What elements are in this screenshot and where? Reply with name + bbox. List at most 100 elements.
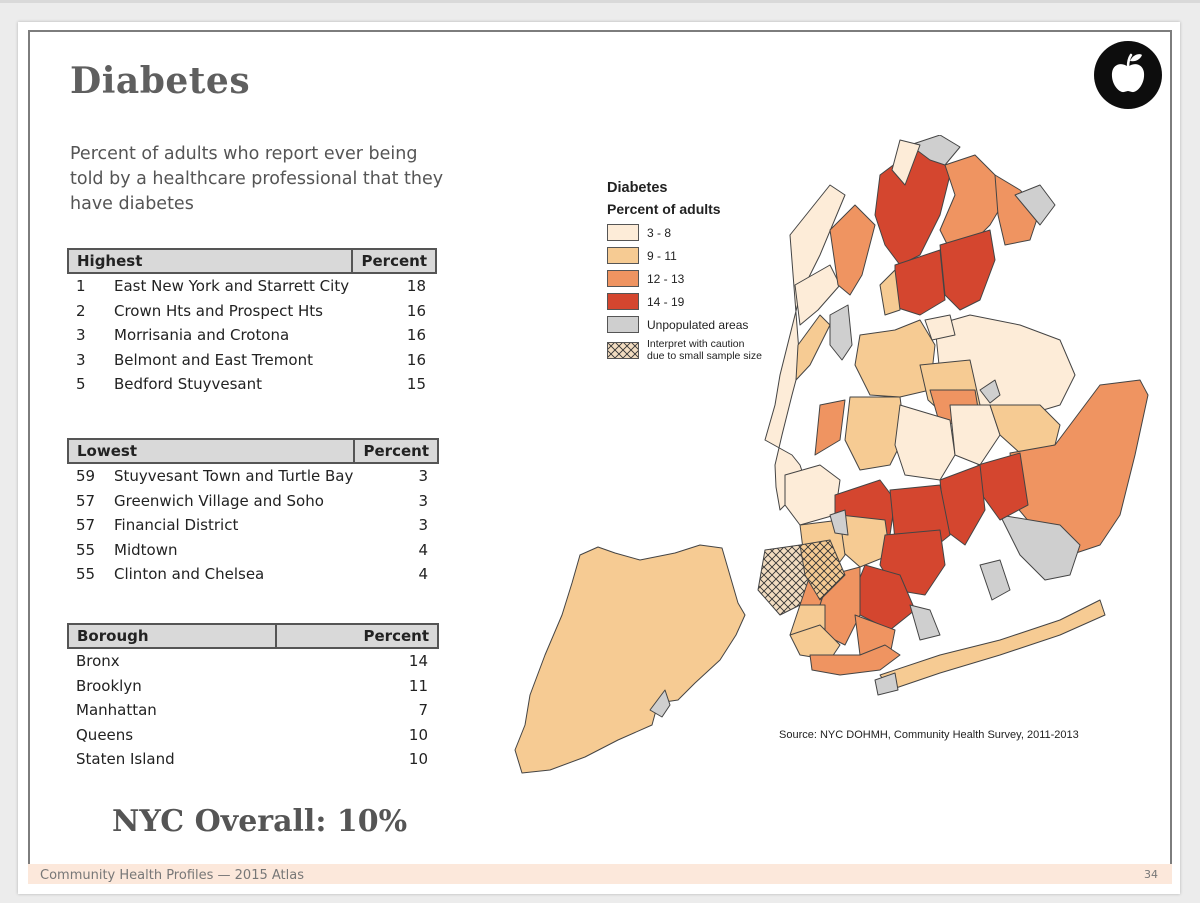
- percent-cell: 4: [418, 540, 428, 559]
- brooklyn-region: [909, 604, 941, 641]
- highest-header-percent: Percent: [350, 248, 438, 274]
- table-row: Queens 10: [68, 723, 438, 748]
- rank-cell: 2: [76, 301, 86, 320]
- percent-cell: 14: [408, 652, 428, 671]
- lowest-header-label: Lowest: [66, 438, 356, 464]
- percent-cell: 15: [406, 375, 426, 394]
- manhattan-region: [795, 314, 831, 381]
- legend-swatch: [607, 293, 639, 310]
- bronx-region: [994, 174, 1041, 246]
- table-row: 1 East New York and Starrett City 18: [68, 273, 436, 299]
- table-row: 3 Belmont and East Tremont 16: [68, 348, 436, 373]
- manhattan-region: [829, 304, 853, 361]
- highest-table: Highest Percent 1 East New York and Star…: [67, 248, 438, 397]
- rockaway-region: [879, 599, 1106, 691]
- legend-item: Interpret with caution due to small samp…: [607, 336, 762, 364]
- table-row: 57 Financial District 3: [68, 513, 438, 538]
- apple-icon: [1094, 41, 1162, 109]
- legend-subtitle: Percent of adults: [607, 201, 721, 217]
- borough-cell: Bronx: [76, 652, 120, 671]
- borough-table: Borough Percent Bronx 14 Brooklyn 11 Man…: [67, 623, 439, 772]
- percent-cell: 11: [408, 676, 428, 695]
- queens-region: [999, 514, 1081, 581]
- hatch-swatch-icon: [607, 341, 639, 359]
- manhattan-region: [794, 264, 841, 326]
- caution-line-2: due to small sample size: [647, 350, 762, 362]
- legend-label: 14 - 19: [647, 294, 685, 309]
- brooklyn-region: [799, 539, 846, 601]
- queens-region: [814, 399, 846, 456]
- percent-cell: 16: [406, 301, 426, 320]
- legend-label: Unpopulated areas: [647, 317, 749, 332]
- legend-title: Diabetes: [607, 180, 668, 196]
- borough-cell: Staten Island: [76, 750, 175, 769]
- rockaway-region: [874, 672, 899, 696]
- percent-cell: 16: [406, 326, 426, 345]
- percent-cell: 10: [408, 725, 428, 744]
- page-number: 34: [1144, 868, 1158, 881]
- percent-cell: 3: [418, 491, 428, 510]
- queens-region: [854, 319, 936, 398]
- map-legend: Diabetes Percent of adults 3 - 8 9 - 11 …: [607, 180, 762, 364]
- footer-title: Community Health Profiles — 2015 Atlas: [40, 868, 304, 883]
- legend-label: 3 - 8: [647, 225, 672, 240]
- queens-region: [844, 396, 906, 471]
- nyc-choropleth-map: [514, 135, 1149, 774]
- percent-cell: 3: [418, 467, 428, 486]
- nyc-overall: NYC Overall: 10%: [112, 804, 408, 839]
- table-row: Manhattan 7: [68, 698, 438, 723]
- table-row: Staten Island 10: [68, 747, 438, 772]
- legend-item: 9 - 11: [607, 244, 762, 267]
- bronx-region: [909, 135, 961, 166]
- bronx-region: [879, 269, 901, 316]
- legend-swatch: [607, 270, 639, 287]
- borough-cell: Queens: [76, 725, 134, 744]
- neighborhood-cell: Financial District: [114, 516, 239, 535]
- percent-cell: 7: [418, 701, 428, 720]
- neighborhood-cell: Crown Hts and Prospect Hts: [114, 301, 323, 320]
- legend-swatch: [607, 316, 639, 333]
- table-row: 55 Clinton and Chelsea 4: [68, 562, 438, 587]
- source-note: Source: NYC DOHMH, Community Health Surv…: [779, 729, 1079, 741]
- rank-cell: 57: [76, 491, 96, 510]
- top-bar: [0, 0, 1200, 3]
- percent-cell: 4: [418, 565, 428, 584]
- table-row: 59 Stuyvesant Town and Turtle Bay 3: [68, 463, 438, 489]
- lowest-header-percent: Percent: [353, 438, 439, 464]
- queens-region: [924, 314, 956, 341]
- rank-cell: 3: [76, 326, 86, 345]
- table-row: Bronx 14: [68, 648, 438, 674]
- brooklyn-region: [809, 644, 901, 676]
- rank-cell: 55: [76, 565, 96, 584]
- manhattan-region: [829, 204, 876, 296]
- table-row: 55 Midtown 4: [68, 538, 438, 563]
- legend-swatch: [607, 224, 639, 241]
- neighborhood-cell: Bedford Stuyvesant: [114, 375, 262, 394]
- table-row: 2 Crown Hts and Prospect Hts 16: [68, 299, 436, 324]
- neighborhood-cell: Stuyvesant Town and Turtle Bay: [114, 467, 354, 486]
- queens-region: [979, 379, 1001, 404]
- lowest-table: Lowest Percent 59 Stuyvesant Town and Tu…: [66, 438, 439, 587]
- legend-caution: Interpret with caution due to small samp…: [647, 338, 762, 362]
- rank-cell: 55: [76, 540, 96, 559]
- table-row: 3 Morrisania and Crotona 16: [68, 323, 436, 348]
- staten-island-region: [649, 689, 671, 718]
- table-row: 57 Greenwich Village and Soho 3: [68, 489, 438, 514]
- table-row: Brooklyn 11: [68, 674, 438, 699]
- legend-item: 3 - 8: [607, 221, 762, 244]
- neighborhood-cell: Clinton and Chelsea: [114, 565, 265, 584]
- legend-label: 12 - 13: [647, 271, 685, 286]
- page-title: Diabetes: [70, 60, 251, 102]
- brooklyn-region: [789, 624, 841, 661]
- caution-line-1: Interpret with caution: [647, 338, 745, 350]
- rank-cell: 59: [76, 467, 96, 486]
- highest-header-label: Highest: [67, 248, 353, 274]
- neighborhood-cell: East New York and Starrett City: [114, 277, 350, 296]
- brooklyn-region: [829, 509, 849, 536]
- table-row: 5 Bedford Stuyvesant 15: [68, 372, 436, 397]
- percent-cell: 16: [406, 350, 426, 369]
- legend-item: Unpopulated areas: [607, 313, 762, 336]
- bronx-region: [1014, 184, 1056, 226]
- legend-swatch: [607, 247, 639, 264]
- neighborhood-cell: Belmont and East Tremont: [114, 350, 313, 369]
